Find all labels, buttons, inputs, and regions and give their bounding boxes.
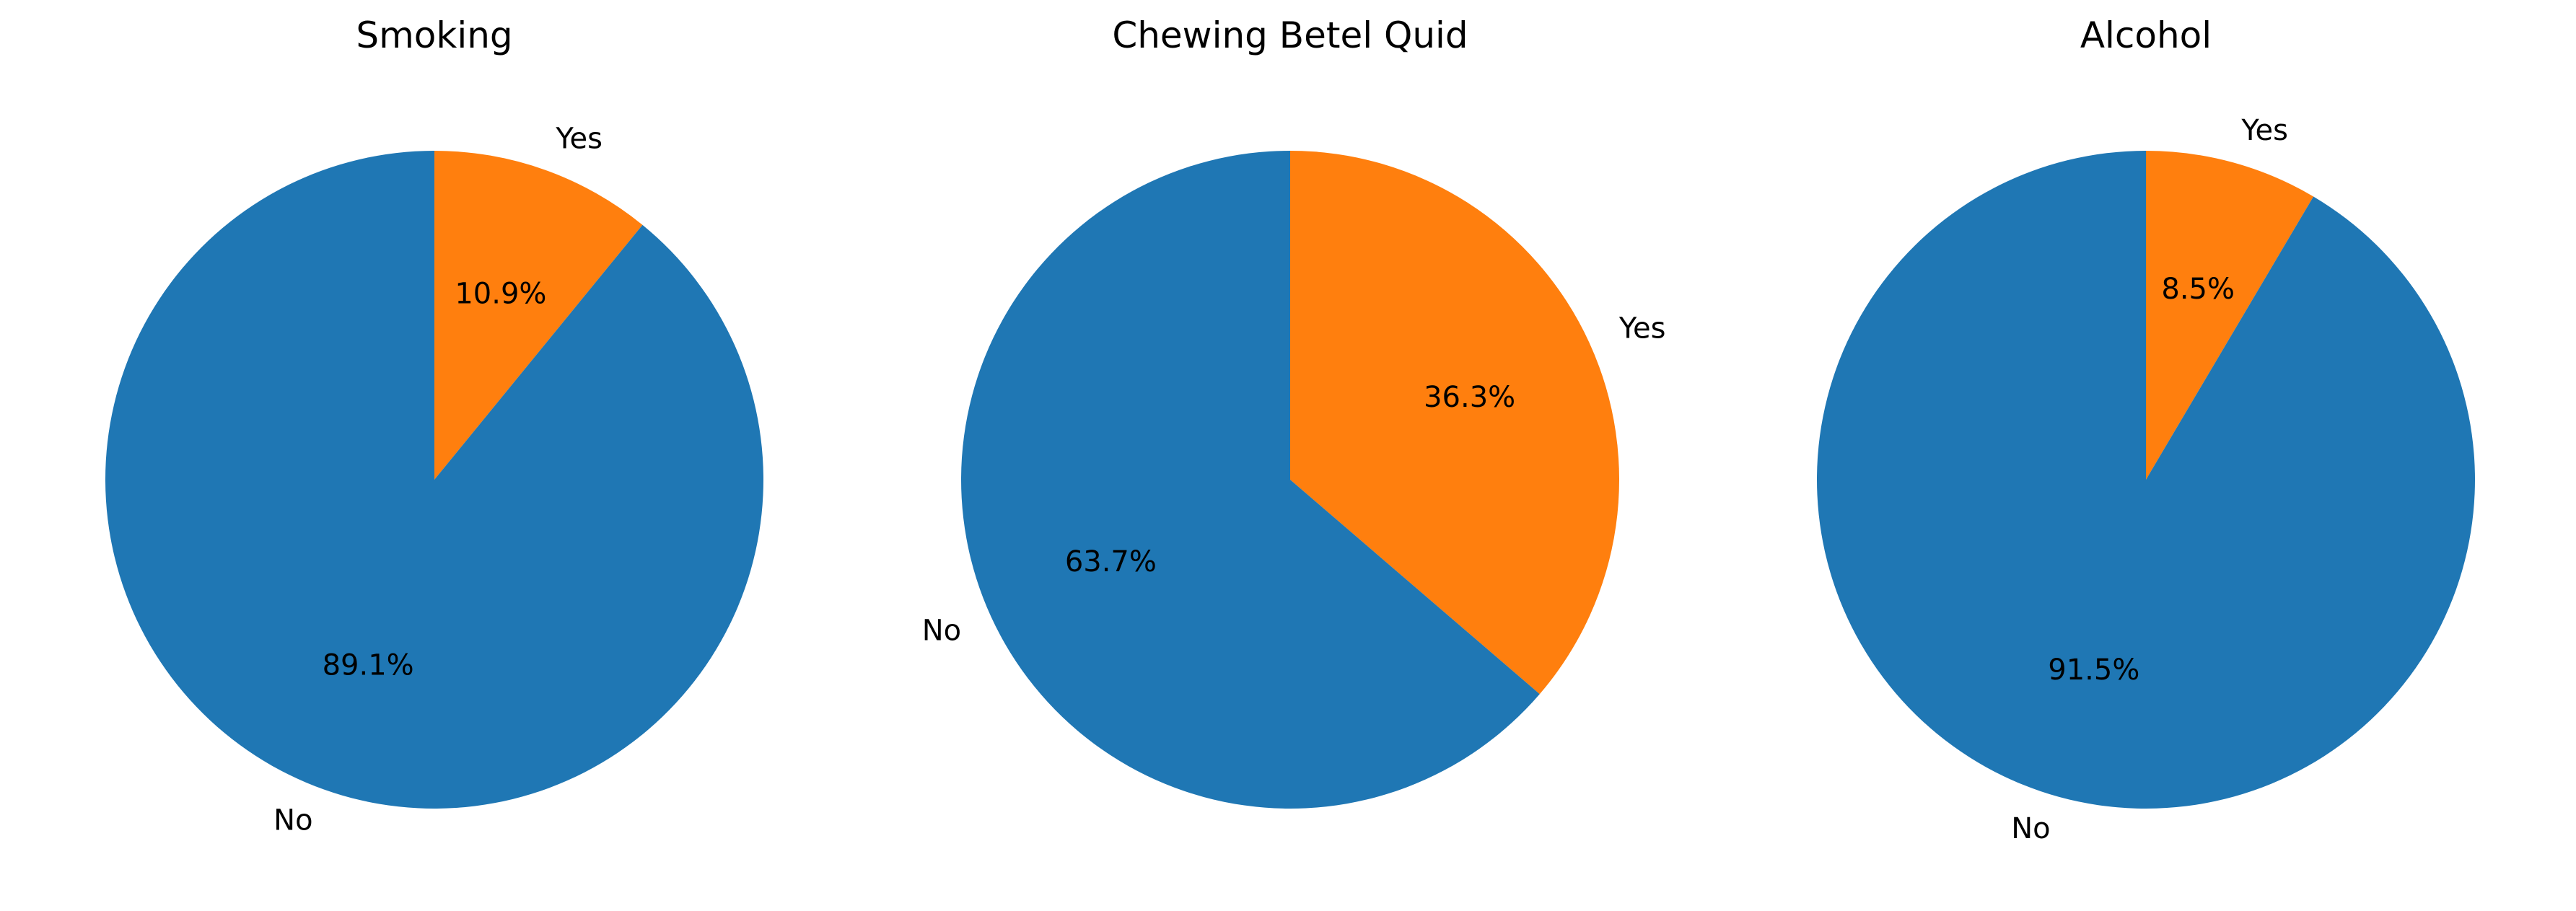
pie-chart-chewing-betel-quid: Chewing Betel Quid Yes 36.3% No 63.7% [922,14,1666,809]
slice-percent-yes: 10.9% [455,277,546,310]
slice-label-no: No [922,614,961,647]
slice-percent-yes: 36.3% [1424,381,1515,414]
slice-percent-no: 89.1% [323,649,414,682]
pie-slice-yes [434,151,643,480]
slice-percent-no: 63.7% [1065,545,1157,578]
slice-label-yes: Yes [555,123,603,156]
chart-title: Smoking [356,14,512,56]
pie-chart-alcohol: Alcohol Yes 8.5% No 91.5% [1816,14,2475,845]
slice-label-yes: Yes [2240,114,2288,147]
slice-percent-yes: 8.5% [2161,273,2235,306]
pie-slice-no [105,151,764,809]
pie-slice-no [960,150,1540,809]
pie-slice-no [1816,151,2475,809]
slice-label-no: No [273,804,312,837]
pie-slice-yes [2146,151,2314,480]
pie-slice-yes [1290,151,1619,695]
pie-chart-smoking: Smoking Yes 10.9% No 89.1% [105,14,764,837]
slice-label-yes: Yes [1618,312,1666,346]
slice-label-no: No [2011,812,2050,845]
chart-title: Chewing Betel Quid [1112,14,1468,56]
slice-percent-no: 91.5% [2048,653,2139,687]
chart-title: Alcohol [2080,14,2212,56]
